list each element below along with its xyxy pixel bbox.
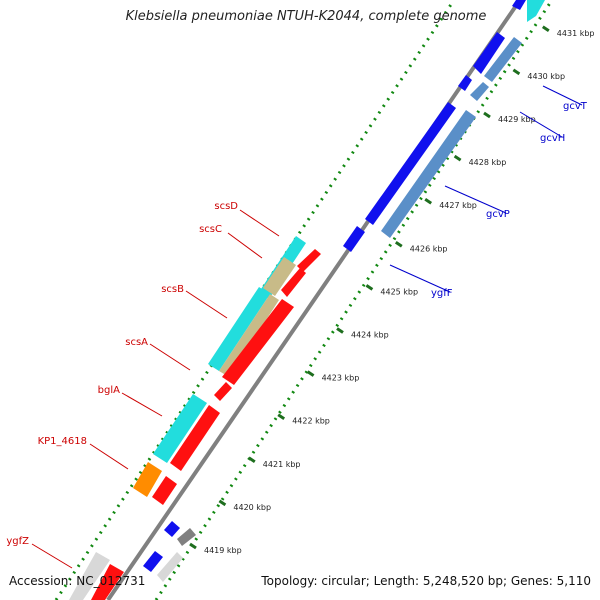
scale-tick-label: 4420 kbp: [233, 503, 271, 512]
genome-backbone: [106, 0, 522, 600]
forward-dotted-track: [154, 0, 554, 600]
label-gcvP: gcvP: [486, 209, 510, 220]
label-pointer-lines: [31, 85, 583, 569]
pointer-scsD: [239, 209, 280, 237]
gene-blue-bottom-2[interactable]: [143, 551, 163, 572]
pointer-gcvP: [444, 185, 507, 214]
gene-top-cyan[interactable]: [527, 0, 545, 22]
gene-gcvH[interactable]: [458, 75, 472, 91]
gene-bglA-red[interactable]: [170, 405, 220, 471]
scale-tick-label: 4425 kbp: [380, 287, 418, 296]
label-ygfZ: ygfZ: [6, 536, 29, 547]
genome-summary-text: Topology: circular; Length: 5,248,520 bp…: [261, 574, 591, 588]
scale-tick-mark: [336, 327, 344, 334]
pointer-ygfZ: [31, 543, 73, 569]
scale-tick-mark: [512, 68, 521, 76]
scale-tick-label: 4428 kbp: [469, 158, 507, 167]
scale-tick-labels: 4419 kbp 4420 kbp 4421 kbp 4422 kbp 4423 kbp…: [204, 29, 595, 555]
scale-tick-mark: [218, 499, 227, 507]
gene-scsB[interactable]: [208, 287, 270, 371]
scale-tick-label: 4419 kbp: [204, 546, 242, 555]
gene-gcvT-alt[interactable]: [484, 37, 522, 82]
label-gcvH: gcvH: [540, 133, 565, 144]
scale-tick-mark: [394, 241, 403, 248]
label-scsA: scsA: [125, 337, 148, 348]
gene-top-blue[interactable]: [512, 0, 526, 10]
label-scsC: scsC: [199, 224, 222, 235]
gene-gcvT[interactable]: [473, 32, 505, 74]
scale-tick-label: 4422 kbp: [292, 417, 330, 426]
label-gcvT: gcvT: [563, 101, 588, 112]
gene-gcvP-alt[interactable]: [381, 110, 476, 238]
scale-tick-mark: [306, 370, 315, 377]
gene-KP1_4618[interactable]: [133, 462, 162, 497]
label-bglA: bglA: [98, 385, 120, 396]
gene-ygfZ[interactable]: [69, 552, 110, 600]
scale-tick-label: 4423 kbp: [322, 374, 360, 383]
accession-text: Accession: NC_012731: [9, 574, 146, 588]
gene-bglA[interactable]: [153, 394, 207, 463]
scale-tick-mark: [247, 456, 256, 464]
gene-gray-bottom[interactable]: [177, 528, 196, 546]
gene-gray-bottom-2[interactable]: [157, 552, 183, 582]
map-title: Klebsiella pneumoniae NTUH-K2044, comple…: [125, 9, 487, 24]
scale-tick-mark: [483, 111, 491, 119]
gene-scsA[interactable]: [222, 299, 294, 385]
reverse-strand-genes: [69, 236, 321, 600]
pointer-gcvH: [519, 111, 563, 138]
scale-tick-mark: [453, 154, 462, 162]
scale-tick-marks: [189, 25, 550, 550]
scale-tick-label: 4431 kbp: [557, 29, 595, 38]
scale-tick-mark: [277, 413, 286, 420]
gene-gcvP[interactable]: [365, 102, 456, 225]
scale-tick-label: 4429 kbp: [498, 115, 536, 124]
label-ygfF: ygfF: [431, 288, 453, 299]
gene-blue-bottom-1[interactable]: [164, 521, 180, 537]
pointer-scsB: [185, 290, 228, 319]
scale-tick-label: 4426 kbp: [410, 244, 448, 253]
gene-labels: gcvT gcvH gcvP ygfF scsD scsC scsB scsA …: [6, 101, 587, 547]
pointer-scsA: [149, 343, 191, 371]
label-scsD: scsD: [214, 201, 238, 212]
pointer-bglA: [121, 392, 163, 417]
gene-ygfF[interactable]: [343, 226, 365, 252]
scale-tick-label: 4424 kbp: [351, 331, 389, 340]
forward-strand-genes: [143, 0, 545, 582]
pointer-ygfF: [389, 264, 451, 293]
label-KP1_4618: KP1_4618: [38, 436, 87, 447]
pointer-scsC: [227, 232, 263, 259]
scale-tick-mark: [541, 25, 550, 33]
label-scsB: scsB: [161, 284, 184, 295]
gene-scsC[interactable]: [263, 257, 296, 296]
gene-scsB-tan[interactable]: [219, 294, 279, 377]
scale-tick-mark: [365, 284, 374, 291]
scale-tick-label: 4430 kbp: [527, 72, 565, 81]
scale-tick-label: 4421 kbp: [263, 460, 301, 469]
gene-gcvH-alt[interactable]: [470, 82, 489, 101]
gene-red-3[interactable]: [152, 476, 177, 505]
gene-red-1[interactable]: [297, 249, 321, 272]
scale-tick-mark: [424, 197, 433, 205]
pointer-gcvT: [542, 85, 583, 106]
gene-red-2[interactable]: [281, 268, 306, 297]
scale-tick-mark: [189, 542, 197, 550]
scale-tick-label: 4427 kbp: [439, 201, 477, 210]
gene-ygfZ-red[interactable]: [91, 564, 124, 600]
pointer-KP1_4618: [89, 443, 129, 470]
gene-red-small[interactable]: [214, 382, 232, 401]
